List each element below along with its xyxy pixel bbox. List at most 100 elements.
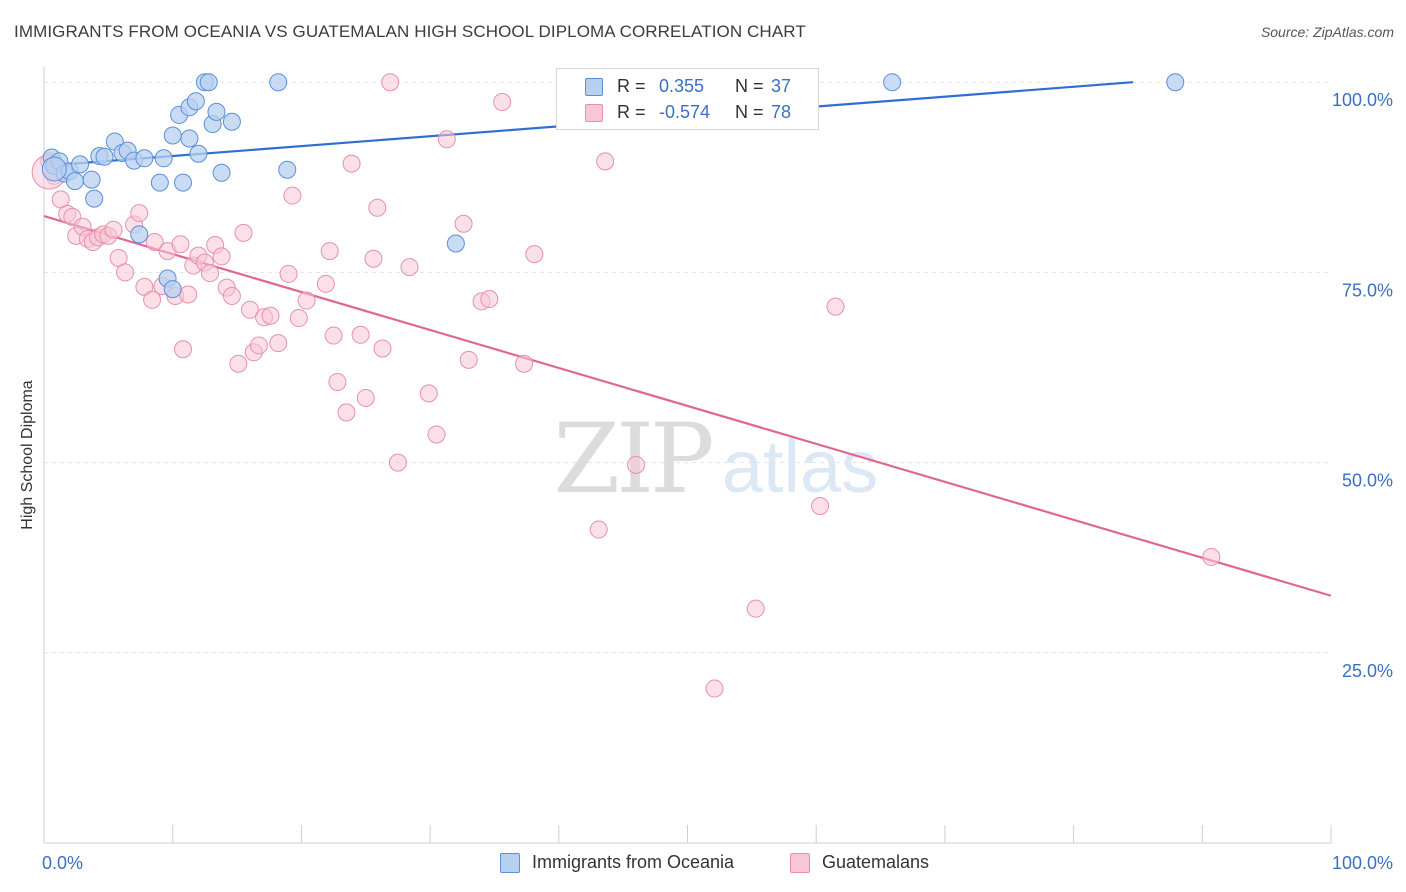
legend-r-value: 0.355	[659, 76, 705, 96]
watermark: ZIP atlas	[553, 403, 878, 515]
legend-r-label: R =	[617, 102, 646, 122]
guatemalans-trend-line	[43, 215, 1332, 597]
oceania-point	[130, 225, 149, 244]
legend-row-guatemalans: R = -0.574 N = 78	[557, 101, 818, 127]
guatemalans-point	[269, 334, 288, 353]
oceania-point	[186, 92, 205, 111]
guatemalans-point	[627, 455, 646, 474]
oceania-point	[135, 149, 154, 168]
y-axis-title: High School Diploma	[19, 380, 36, 530]
oceania-point	[1166, 73, 1185, 92]
guatemalans-point	[373, 339, 392, 358]
guatemalans-point	[289, 309, 308, 328]
guatemalans-point	[222, 286, 241, 305]
guatemalans-point	[201, 264, 220, 283]
oceania-point	[85, 189, 104, 208]
guatemalans-point	[400, 258, 419, 277]
guatemalans-point	[324, 326, 343, 345]
source-label: Source: ZipAtlas.com	[1260, 24, 1394, 40]
guatemalans-point	[596, 152, 615, 171]
legend-row-oceania: R = 0.355 N = 37	[557, 75, 818, 101]
guatemalans-point	[104, 220, 123, 239]
guatemalans-point	[143, 290, 162, 309]
oceania-point	[269, 73, 288, 92]
guatemalans-point	[320, 242, 339, 261]
guatemalans-points	[31, 73, 1221, 698]
guatemalans-point	[337, 403, 356, 422]
oceania-point	[883, 73, 902, 92]
oceania-point	[180, 129, 199, 148]
legend-n-label: N =	[735, 76, 764, 96]
guatemalans-point	[1202, 547, 1221, 566]
legend-n-value: 78	[771, 102, 792, 122]
guatemalans-point	[589, 520, 608, 539]
legend-r-value: -0.574	[659, 102, 711, 122]
oceania-point	[189, 144, 208, 163]
oceania-point	[82, 170, 101, 189]
guatemalans-point	[212, 247, 231, 266]
guatemalans-point	[419, 384, 438, 403]
bottom-legend-label: Guatemalans	[822, 852, 930, 872]
oceania-points	[41, 73, 1185, 299]
guatemalans-point	[297, 291, 316, 310]
guatemalans-point	[316, 274, 335, 293]
guatemalans-point	[351, 325, 370, 344]
guatemalans-point	[328, 372, 347, 391]
oceania-point	[65, 172, 84, 191]
guatemalans-point	[173, 340, 192, 359]
oceania-point	[173, 173, 192, 192]
guatemalans-point	[705, 679, 724, 698]
legend-n-label: N =	[735, 102, 764, 122]
oceania-point	[150, 173, 169, 192]
guatemalans-point	[279, 264, 298, 283]
chart-title: IMMIGRANTS FROM OCEANIA VS GUATEMALAN HI…	[14, 22, 806, 41]
legend-swatch-guatemalans	[585, 104, 603, 122]
y-tick-label: 50.0%	[1342, 471, 1393, 491]
oceania-point	[163, 280, 182, 299]
guatemalans-point	[746, 599, 765, 618]
guatemalans-point	[368, 198, 387, 217]
guatemalans-point	[283, 186, 302, 205]
oceania-point	[446, 234, 465, 253]
x-tick-label: 0.0%	[42, 853, 83, 873]
guatemalans-point	[342, 154, 361, 173]
guatemalans-point	[356, 388, 375, 407]
guatemalans-point	[388, 453, 407, 472]
guatemalans-point	[229, 354, 248, 373]
oceania-point	[95, 147, 114, 166]
oceania-point	[222, 112, 241, 131]
oceania-point	[163, 126, 182, 145]
guatemalans-point	[811, 496, 830, 515]
bottom-legend-label: Immigrants from Oceania	[532, 852, 735, 872]
oceania-point	[71, 155, 90, 174]
guatemalans-point	[171, 235, 190, 254]
guatemalans-point	[249, 336, 268, 355]
guatemalans-point	[427, 425, 446, 444]
guatemalans-point	[240, 300, 259, 319]
y-tick-label: 75.0%	[1342, 280, 1393, 300]
bottom-legend-swatch-guatemalans	[790, 853, 810, 873]
guatemalans-point	[493, 92, 512, 111]
guatemalans-point	[525, 245, 544, 264]
guatemalans-point	[179, 285, 198, 304]
legend-swatch-oceania	[585, 78, 603, 96]
oceania-cluster-point	[41, 156, 67, 182]
guatemalans-point	[261, 306, 280, 325]
guatemalans-point	[437, 130, 456, 149]
legend-n-value: 37	[771, 76, 792, 96]
guatemalans-point	[459, 350, 478, 369]
watermark-atlas: atlas	[722, 425, 878, 508]
guatemalans-point	[364, 249, 383, 268]
guatemalans-point	[515, 354, 534, 373]
guatemalans-point	[454, 214, 473, 233]
legend-r-label: R =	[617, 76, 646, 96]
oceania-point	[154, 149, 173, 168]
tick-labels: 25.0% 50.0% 75.0% 100.0% 0.0% 100.0%	[42, 90, 1393, 873]
stats-legend: R = 0.355 N = 37 R = -0.574 N = 78	[556, 68, 819, 130]
guatemalans-point	[826, 297, 845, 316]
guatemalans-point	[145, 232, 164, 251]
oceania-point	[207, 102, 226, 121]
oceania-point	[278, 160, 297, 179]
bottom-legend-swatch-oceania	[500, 853, 520, 873]
